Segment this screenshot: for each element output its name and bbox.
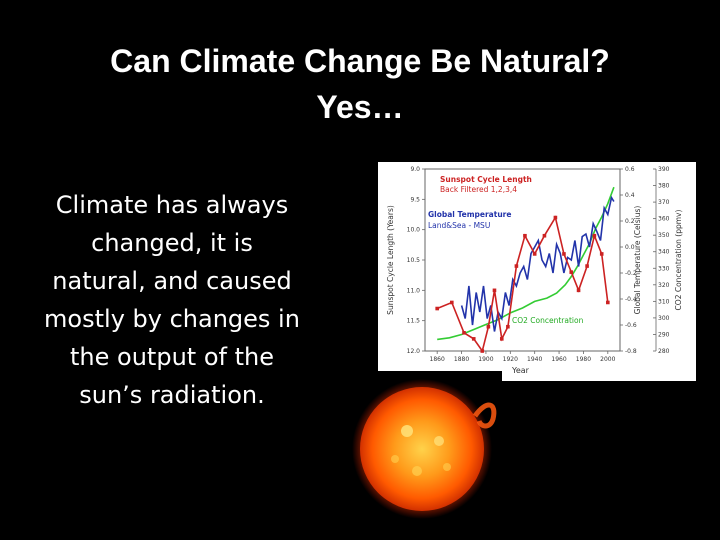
sunspot-point [569,270,574,274]
sunspot-point [435,306,439,311]
co2-line [437,186,615,341]
sunspot-point [585,264,589,268]
body-line-3: natural, and caused [52,267,292,295]
co2-tick-label: 280 [658,348,670,355]
temp-tick-label: -0.8 [625,348,637,355]
co2-series [437,186,615,341]
left-axis-label: Sunspot Cycle Length (Years) [386,205,395,315]
sunspot-point [599,252,604,256]
x-tick-label: 1980 [576,356,591,363]
sunspot-point [499,337,504,341]
sunspot-point [506,324,510,329]
climate-chart-image: Sunspot Cycle Length (Years) Global Temp… [378,162,696,381]
body-line-5: the output of the [70,343,274,371]
co2-tick-label: 390 [658,166,670,173]
legend-temp-title: Global Temperature [428,210,511,219]
co2-tick-label: 290 [658,331,670,338]
sunspot-point [462,331,466,335]
sunspot-point [542,233,547,238]
x-tick-label: 1860 [430,356,445,363]
co2-tick-label: 300 [658,315,670,322]
x-tick-label: 1960 [551,356,566,363]
left-tick-label: 11.0 [407,287,421,294]
left-tick-label: 9.5 [410,196,420,203]
legend-temp-sub: Land&Sea - MSU [428,221,490,230]
co2-tick-label: 370 [658,199,670,206]
climate-chart: Sunspot Cycle Length (Years) Global Temp… [378,162,696,381]
co2-tick-label: 330 [658,265,670,272]
co2-tick-label: 380 [658,183,670,190]
temp-tick-label: -0.4 [625,296,637,303]
temperature-series [460,195,615,332]
left-tick-label: 10.5 [407,257,421,264]
co2-tick-label: 320 [658,282,670,289]
sunspot-point [450,300,454,305]
x-tick-label: 1940 [527,356,542,363]
axis-ticks: 1860 1880 1900 1920 1940 1960 1980 2000 9.0 9.5 10… [407,166,670,363]
sunspot-point [471,337,476,341]
temp-tick-label: 0.2 [625,218,635,225]
title-line-2: Yes… [316,89,404,125]
sunspot-point [486,324,491,329]
body-text: Climate has always changed, it is natura… [22,186,322,414]
co2-tick-label: 350 [658,232,670,239]
sunspot-point [553,215,558,220]
temperature-line [460,195,615,332]
co2-tick-label: 310 [658,298,670,305]
temp-tick-label: -0.6 [625,322,637,329]
sunspot-point [576,288,581,293]
legend-sunspot-title: Sunspot Cycle Length [440,175,532,184]
x-tick-label: 1880 [454,356,469,363]
body-line-2: changed, it is [91,229,253,257]
left-tick-label: 12.0 [407,348,421,355]
sunspot-point [592,233,597,238]
x-axis-label: Year [511,366,530,375]
left-tick-label: 9.0 [410,166,420,173]
sunspot-point [523,233,527,238]
sunspot-point [562,252,566,256]
x-tick-label: 1920 [503,356,518,363]
sunspot-series [435,215,610,353]
body-line-4: mostly by changes in [44,305,300,333]
sunspot-point [514,264,519,268]
body-line-6: sun’s radiation. [79,381,265,409]
x-tick-label: 1900 [478,356,493,363]
left-tick-label: 10.0 [407,227,421,234]
co2-tick-label: 340 [658,249,670,256]
sun-photo [347,371,502,523]
temp-tick-label: 0.0 [625,244,635,251]
sunspot-point [492,288,497,293]
body-line-1: Climate has always [55,191,289,219]
co2-axis-label: CO2 Concentration (ppmv) [674,210,683,311]
legend-sunspot-sub: Back Filtered 1,2,3,4 [440,185,517,194]
temp-axis-label: Global Temperature (Celsius) [633,206,642,315]
slide-title: Can Climate Change Be Natural? Yes… [60,38,660,130]
sunspot-point [606,300,610,305]
co2-tick-label: 360 [658,216,670,223]
sunspot-point [532,252,537,256]
left-tick-label: 11.5 [407,318,421,325]
temp-tick-label: 0.6 [625,166,635,173]
temp-tick-label: 0.4 [625,192,635,199]
x-tick-label: 2000 [600,356,615,363]
temp-tick-label: -0.2 [625,270,637,277]
sunspot-point [480,349,485,353]
title-line-1: Can Climate Change Be Natural? [110,43,610,79]
legend-co2: CO2 Concentration [512,316,584,325]
